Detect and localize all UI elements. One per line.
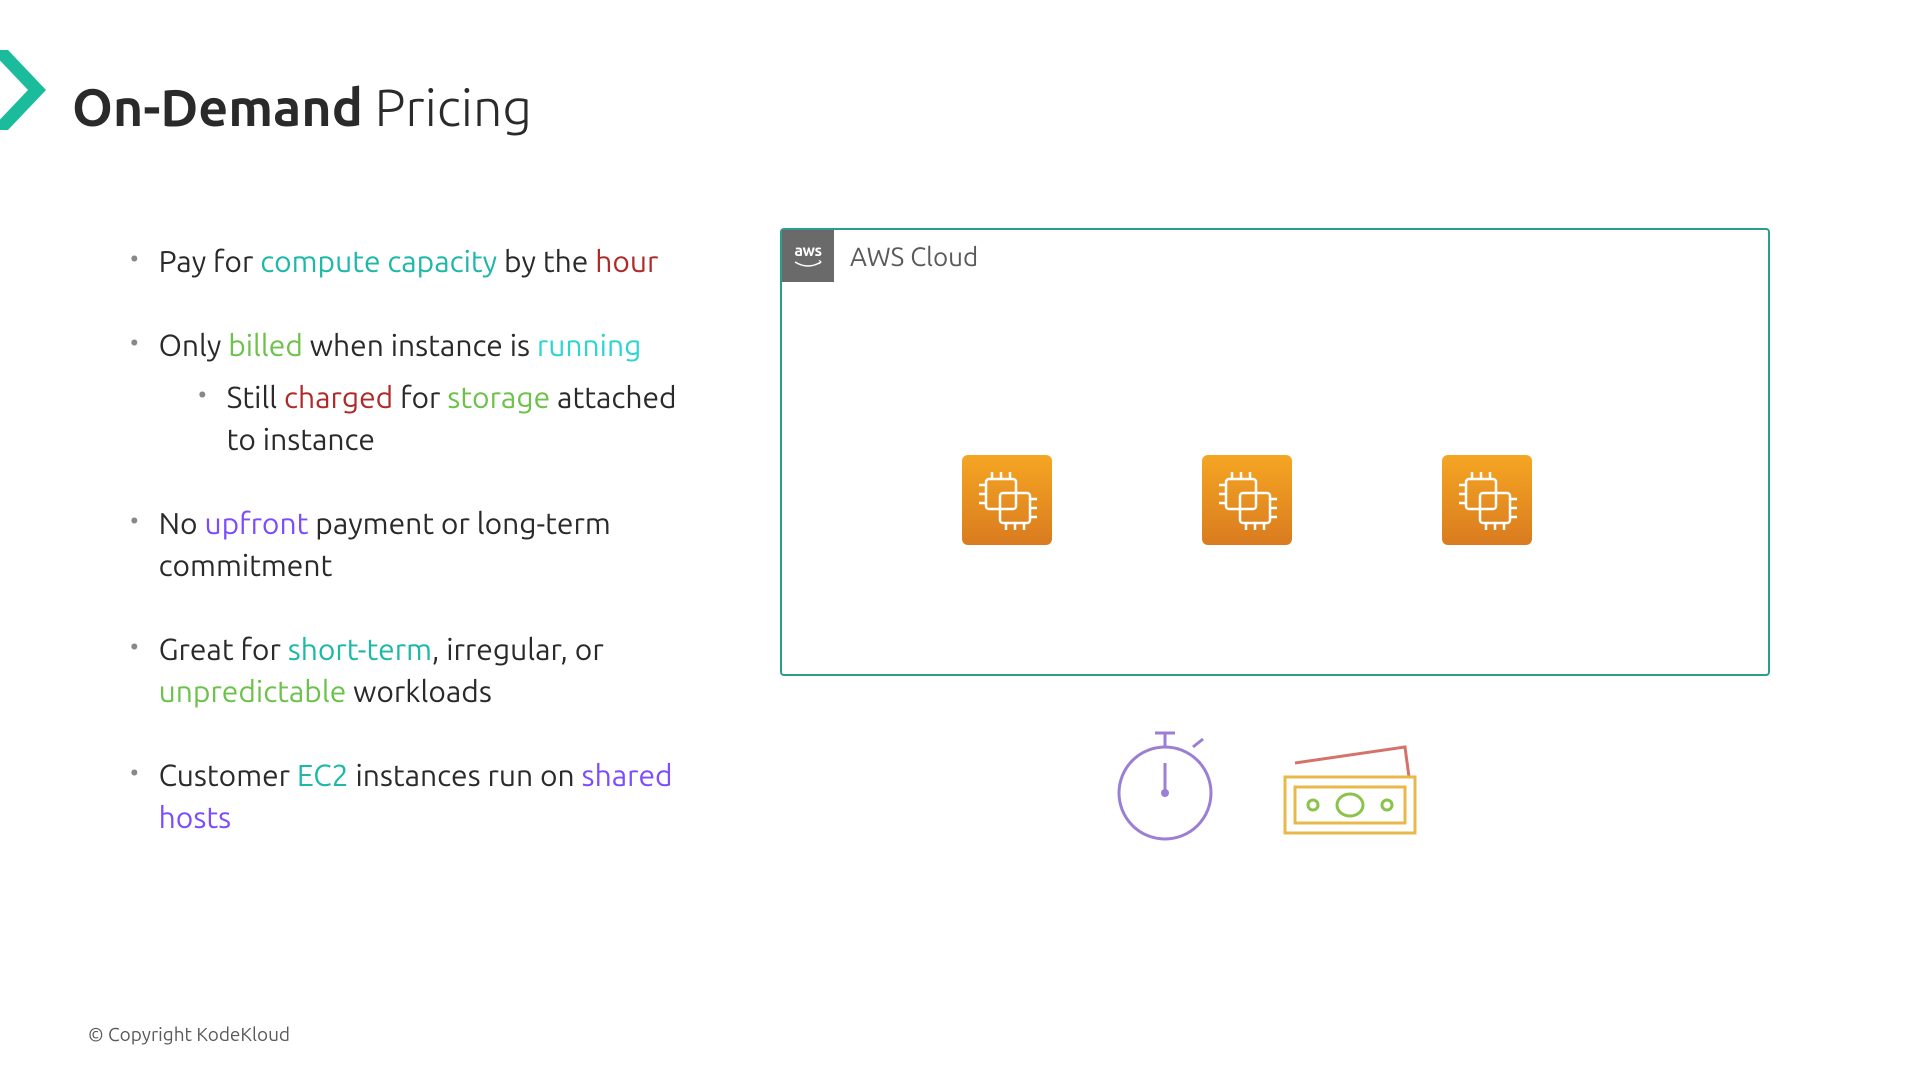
bottom-icons: [1115, 725, 1425, 845]
bullet-text: Only billed when instance is running: [159, 324, 710, 366]
aws-badge-icon: aws: [782, 230, 834, 282]
title-regular: Pricing: [363, 78, 532, 136]
stopwatch-icon: [1115, 725, 1215, 845]
money-icon: [1275, 735, 1425, 845]
bullet-dot: •: [130, 240, 139, 278]
bullet-item: • No upfront payment or long-term commitm…: [130, 502, 710, 586]
bullet-item: • Great for short-term, irregular, or unp…: [130, 628, 710, 712]
bullet-text: Pay for compute capacity by the hour: [159, 240, 710, 282]
bullet-item: • Only billed when instance is running: [130, 324, 710, 366]
corner-chevron-icon: [0, 50, 46, 134]
bullet-dot: •: [130, 754, 139, 792]
cloud-label-text: AWS Cloud: [850, 242, 978, 271]
bullet-text: Great for short-term, irregular, or unpr…: [159, 628, 710, 712]
ec2-instance-icon: [1202, 455, 1292, 545]
copyright-text: © Copyright KodeKloud: [88, 1023, 290, 1045]
bullet-text: No upfront payment or long-term commitme…: [159, 502, 710, 586]
bullet-dot: •: [130, 628, 139, 666]
bullet-item: • Pay for compute capacity by the hour: [130, 240, 710, 282]
bullet-list: • Pay for compute capacity by the hour • On…: [130, 240, 710, 880]
ec2-instance-row: [962, 455, 1532, 545]
bullet-text: Customer EC2 instances run on shared hos…: [159, 754, 710, 838]
bullet-dot: •: [130, 502, 139, 540]
cloud-label: aws AWS Cloud: [782, 230, 978, 282]
bullet-dot: •: [130, 324, 139, 362]
ec2-instance-icon: [1442, 455, 1532, 545]
aws-cloud-box: aws AWS Cloud: [780, 228, 1770, 676]
ec2-instance-icon: [962, 455, 1052, 545]
bullet-item: • Customer EC2 instances run on shared ho…: [130, 754, 710, 838]
slide-title: On-Demand Pricing: [72, 78, 532, 136]
title-bold: On-Demand: [72, 78, 363, 136]
sub-bullet-item: •Still charged for storage attached to i…: [198, 376, 710, 460]
